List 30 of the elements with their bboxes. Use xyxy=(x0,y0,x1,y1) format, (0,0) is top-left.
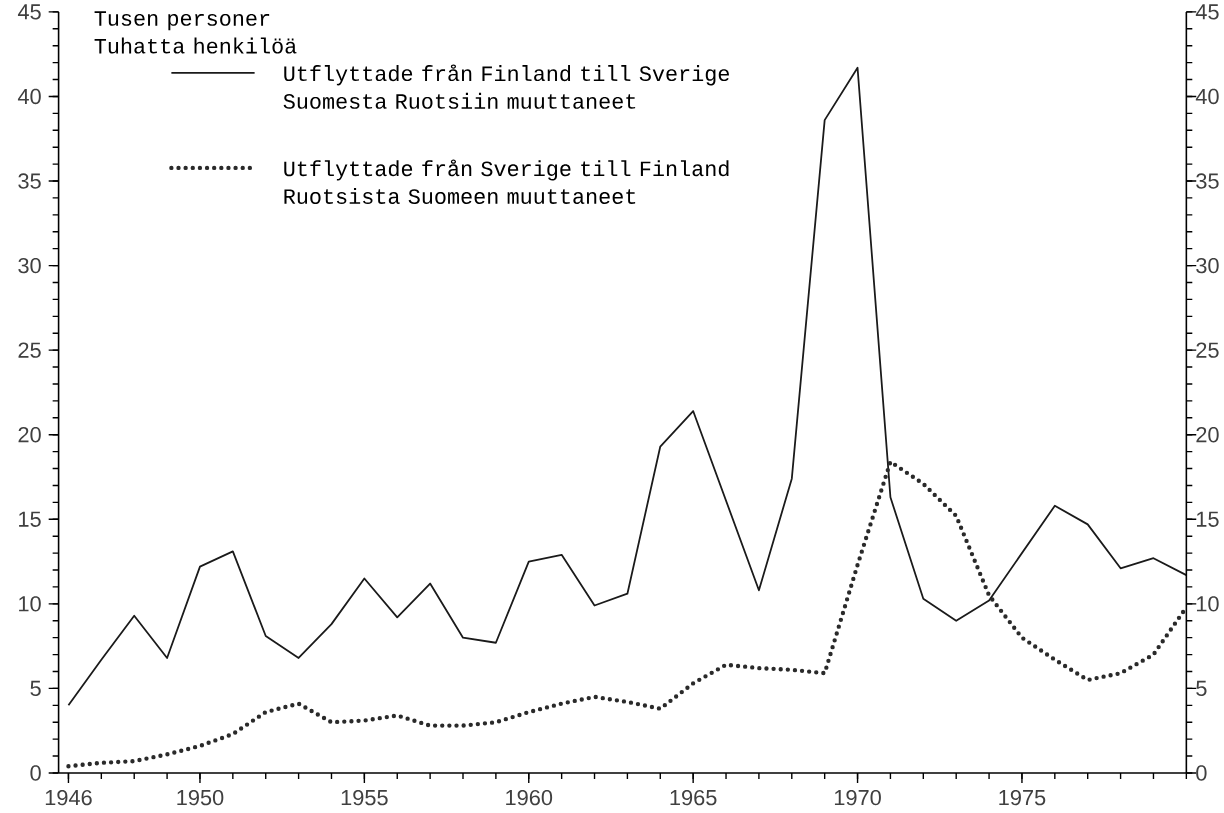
legend-label: Utflyttade från Finland till Sverige Suomesta Ruotsiin muuttaneet xyxy=(283,64,729,110)
y-tick-label: 30 xyxy=(18,258,41,274)
y2-tick-label: 5 xyxy=(1196,681,1207,697)
y2-tick-label: 35 xyxy=(1196,173,1219,189)
x-tick-label: 1950 xyxy=(177,790,224,806)
y-tick-label: 5 xyxy=(30,681,41,697)
y-tick-label: 20 xyxy=(18,427,41,443)
y-tick-label: 25 xyxy=(18,342,41,359)
y2-tick-label: 15 xyxy=(1196,511,1219,528)
y-axis-title: Tusen personer Tuhatta henkilöä xyxy=(94,11,297,54)
x-tick-label: 1946 xyxy=(45,790,92,806)
y2-tick-label: 0 xyxy=(1196,765,1207,781)
y2-tick-label: 20 xyxy=(1196,427,1219,443)
x-tick-label: 1970 xyxy=(834,790,881,806)
x-tick-label: 1965 xyxy=(670,790,717,806)
y-tick-label: 35 xyxy=(18,173,41,189)
x-tick-label: 1975 xyxy=(999,790,1046,806)
y-tick-label: 40 xyxy=(17,88,41,105)
y-tick-label: 15 xyxy=(19,511,41,528)
y-tick-label: 45 xyxy=(17,4,41,20)
y-tick-label: 10 xyxy=(19,596,41,612)
y2-tick-label: 10 xyxy=(1196,596,1219,612)
y2-tick-label: 30 xyxy=(1196,258,1219,274)
y2-tick-label: 45 xyxy=(1195,4,1219,20)
x-tick-label: 1960 xyxy=(506,790,553,806)
y-tick-label: 0 xyxy=(30,765,41,781)
x-tick-label: 1955 xyxy=(341,790,388,806)
y2-tick-label: 40 xyxy=(1195,88,1219,105)
y2-tick-label: 25 xyxy=(1196,342,1219,359)
legend-label: Utflyttade från Sverige till Finland Ruotsista Suomeen muuttaneet xyxy=(284,159,729,205)
